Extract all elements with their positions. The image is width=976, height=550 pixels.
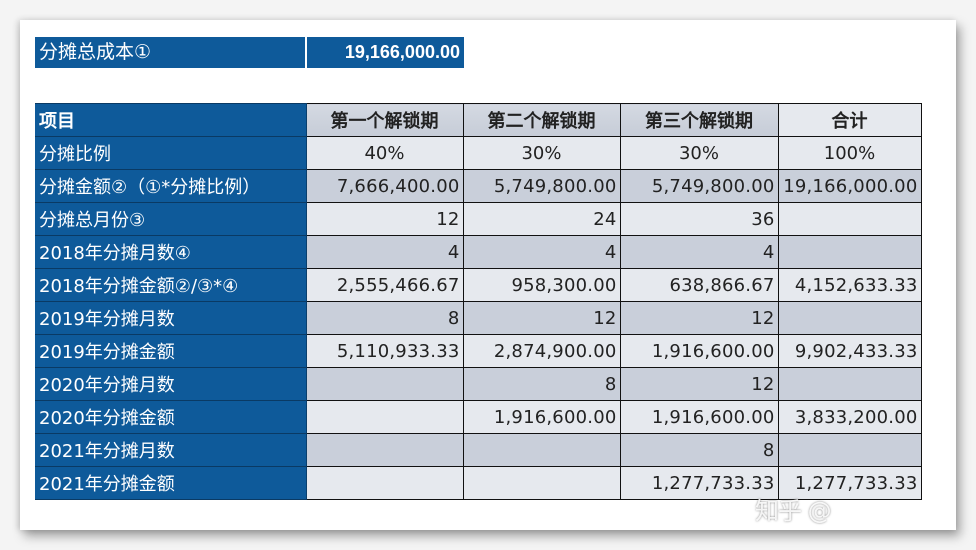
table-row: 分摊比例 40% 30% 30% 100%: [35, 136, 922, 170]
cell: 12: [619, 367, 779, 401]
cell: [777, 202, 922, 236]
table-header-row: 项目 第一个解锁期 第二个解锁期 第三个解锁期 合计: [35, 103, 922, 137]
cell: 5,749,800.00: [619, 169, 779, 203]
cell: 8: [619, 433, 779, 467]
cell: 5,749,800.00: [462, 169, 621, 203]
header-period-2: 第二个解锁期: [462, 103, 621, 137]
cell: 12: [462, 301, 621, 335]
row-label: 2020年分摊金额: [35, 400, 307, 434]
cell: 1,916,600.00: [619, 400, 779, 434]
header-period-3: 第三个解锁期: [619, 103, 779, 137]
cell: 4: [619, 235, 779, 269]
cell: 30%: [619, 136, 779, 170]
cell: 12: [619, 301, 779, 335]
row-label: 分摊总月份③: [35, 202, 307, 236]
cell: 4: [305, 235, 464, 269]
cell: 8: [462, 367, 621, 401]
cell: [305, 433, 464, 467]
table-row: 2020年分摊金额 1,916,600.00 1,916,600.00 3,83…: [35, 400, 922, 434]
cell: 638,866.67: [619, 268, 779, 302]
cell: 1,916,600.00: [619, 334, 779, 368]
cell: [462, 466, 621, 500]
row-label: 2021年分摊月数: [35, 433, 307, 467]
cell: 30%: [462, 136, 621, 170]
row-label: 2021年分摊金额: [35, 466, 307, 500]
summary-divider: [305, 37, 307, 68]
table-row: 2021年分摊月数 8: [35, 433, 922, 467]
cell: 4: [462, 235, 621, 269]
cell: 1,916,600.00: [462, 400, 621, 434]
cell: 4,152,633.33: [777, 268, 922, 302]
cell: 40%: [305, 136, 464, 170]
header-item: 项目: [35, 103, 307, 137]
cell: 2,874,900.00: [462, 334, 621, 368]
row-label: 分摊金额②（①*分摊比例）: [35, 169, 307, 203]
cell: 8: [305, 301, 464, 335]
total-cost-value: 19,166,000.00: [307, 37, 464, 68]
cell: 24: [462, 202, 621, 236]
amortization-table: 项目 第一个解锁期 第二个解锁期 第三个解锁期 合计 分摊比例 40% 30% …: [35, 103, 922, 500]
cell: [777, 433, 922, 467]
cell: 19,166,000.00: [777, 169, 922, 203]
cell: 1,277,733.33: [777, 466, 922, 500]
cell: 3,833,200.00: [777, 400, 922, 434]
cell: [777, 235, 922, 269]
total-cost-label: 分摊总成本①: [35, 37, 305, 68]
header-total: 合计: [777, 103, 922, 137]
table-row: 2018年分摊金额②/③*④ 2,555,466.67 958,300.00 6…: [35, 268, 922, 302]
table-row: 2021年分摊金额 1,277,733.33 1,277,733.33: [35, 466, 922, 500]
cell: 958,300.00: [462, 268, 621, 302]
cell: 12: [305, 202, 464, 236]
table-row: 2018年分摊月数④ 4 4 4: [35, 235, 922, 269]
cell: 9,902,433.33: [777, 334, 922, 368]
cell: 5,110,933.33: [305, 334, 464, 368]
cell: [305, 466, 464, 500]
row-label: 2018年分摊月数④: [35, 235, 307, 269]
table-row: 2019年分摊金额 5,110,933.33 2,874,900.00 1,91…: [35, 334, 922, 368]
row-label: 2019年分摊月数: [35, 301, 307, 335]
cell: [777, 301, 922, 335]
row-label: 2018年分摊金额②/③*④: [35, 268, 307, 302]
cell: 100%: [777, 136, 922, 170]
cell: [305, 400, 464, 434]
total-cost-summary: 分摊总成本① 19,166,000.00: [35, 37, 464, 68]
table-row: 分摊总月份③ 12 24 36: [35, 202, 922, 236]
cell: 7,666,400.00: [305, 169, 464, 203]
header-period-1: 第一个解锁期: [305, 103, 464, 137]
cell: [305, 367, 464, 401]
cell: [777, 367, 922, 401]
table-row: 2020年分摊月数 8 12: [35, 367, 922, 401]
cell: [462, 433, 621, 467]
row-label: 2019年分摊金额: [35, 334, 307, 368]
table-row: 分摊金额②（①*分摊比例） 7,666,400.00 5,749,800.00 …: [35, 169, 922, 203]
table-row: 2019年分摊月数 8 12 12: [35, 301, 922, 335]
cell: 1,277,733.33: [619, 466, 779, 500]
cell: 2,555,466.67: [305, 268, 464, 302]
row-label: 分摊比例: [35, 136, 307, 170]
cell: 36: [619, 202, 779, 236]
row-label: 2020年分摊月数: [35, 367, 307, 401]
